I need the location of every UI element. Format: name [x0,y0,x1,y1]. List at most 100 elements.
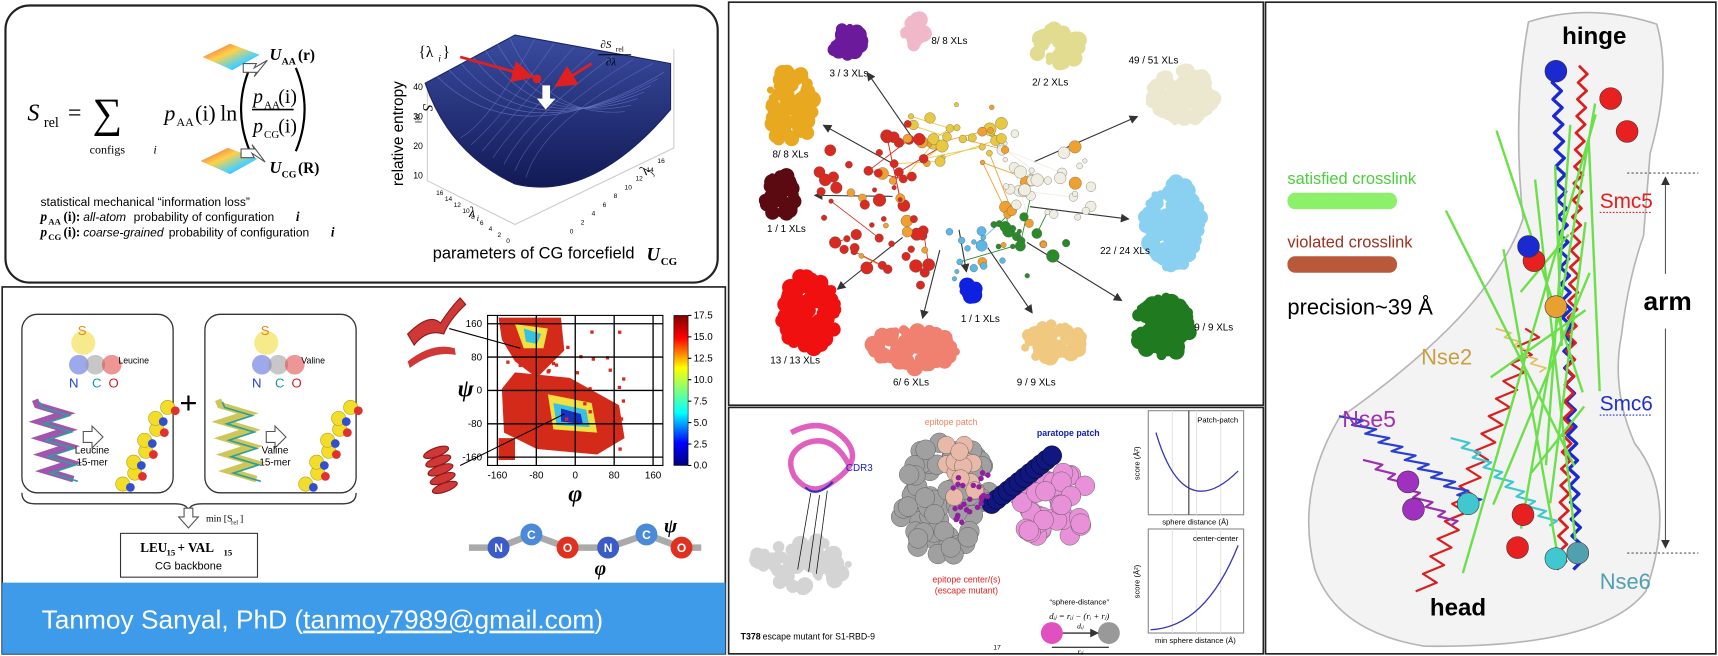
label: i [331,225,335,240]
network [813,102,1097,290]
heat-speck [618,330,622,334]
heat-speck [575,371,579,375]
density-lobe [1173,202,1182,211]
label: 15 [224,547,233,557]
email-link[interactable]: tanmoy7989@gmail.com [303,605,594,635]
tick-label: 8 [471,214,475,221]
density-lobe [805,339,815,350]
density-lobe [1075,331,1087,343]
epitope-center [984,493,991,500]
colorbar [673,315,689,466]
label: CG [282,169,297,180]
label: ] [240,513,243,524]
mesh-line [509,37,625,113]
residue-node [979,262,988,270]
label: hinge [1562,23,1626,50]
label: score (Å²) [1133,564,1142,598]
sphere [897,496,919,517]
residue-node [1062,239,1071,248]
residue-node [880,216,887,222]
crosslink [1587,140,1601,392]
helix-turn [431,480,458,495]
label: satisfied crosslink [1287,170,1416,188]
density-lobe [844,560,852,568]
paren [294,67,306,152]
label: (R) [298,160,319,177]
label: 8/ 8 XLs [772,150,808,161]
density-lobe [1071,342,1086,357]
label: φ [595,558,607,580]
tick-label: 0.0 [694,461,708,472]
sphere [899,464,920,485]
density-lobe [1176,321,1184,329]
label: 15 [167,547,176,557]
density-lobe [795,579,812,596]
density-lobe [1058,43,1066,52]
epitope-center [950,485,957,491]
residue-node [951,276,957,282]
label: λ [468,205,475,221]
residue-node [874,233,884,243]
tick-label: 80 [471,352,482,363]
label: probability of configuration [169,226,309,240]
cg-bead [520,523,543,546]
label: (i): [64,225,81,240]
label: p [251,86,263,108]
tick-label: -80 [468,419,483,430]
bead [284,354,305,375]
tick-label: 16 [657,158,665,165]
label: 9 / 9 XLs [1017,378,1056,389]
density-lobe [1177,254,1190,266]
label: violated crosslink [1287,234,1413,252]
label: + VAL [178,540,215,555]
residue-node [1030,173,1044,187]
density-map [864,323,960,377]
label: 1 / 1 XLs [767,224,806,235]
label: “sphere-distance” [1049,598,1109,607]
label: precision~39 Å [1287,294,1433,319]
label: S [78,323,87,338]
density-map [764,64,821,147]
label: O [563,541,572,555]
contact-line [815,490,828,574]
label: coarse-grained [83,226,165,240]
label: 6/ 6 XLs [893,378,929,389]
label: Leucine [75,445,110,456]
epitope-center [974,504,981,511]
residue-node [995,117,1008,130]
tick-label: 12 [636,176,644,183]
residue-node [1057,146,1071,159]
tick-label: 10 [625,184,633,191]
epitope-center [966,508,973,515]
sphere [914,487,935,508]
crosslink-bead [1566,541,1590,565]
epitope-center [960,482,966,489]
red-arrow [459,55,535,83]
heat-speck [554,363,559,367]
heat-speck [541,426,546,430]
tick-label: -160 [488,471,508,482]
tick-label: 14 [445,196,453,203]
sphere [1033,509,1054,531]
label: score (Å²) [1133,446,1142,480]
legend-swatch [1287,256,1398,273]
density-lobe [1148,78,1165,95]
hollow-arrow [240,144,266,163]
density-lobe [798,104,806,112]
atomistic-helix [28,398,83,483]
label: rel [413,114,423,124]
tick-label: 14 [646,167,654,174]
heat-speck [588,410,592,414]
density-lobe [1055,59,1063,67]
density-lobe [1045,52,1055,62]
heat-speck [617,385,622,390]
crosslink [1549,222,1587,504]
residue-node [953,102,959,108]
density-lobe [877,350,891,363]
label: center-center [1193,534,1239,543]
label: configs [90,142,126,156]
label: rel [44,115,59,131]
residue-node [978,143,986,151]
density-lobe [1180,310,1194,324]
density-lobe [772,574,788,589]
